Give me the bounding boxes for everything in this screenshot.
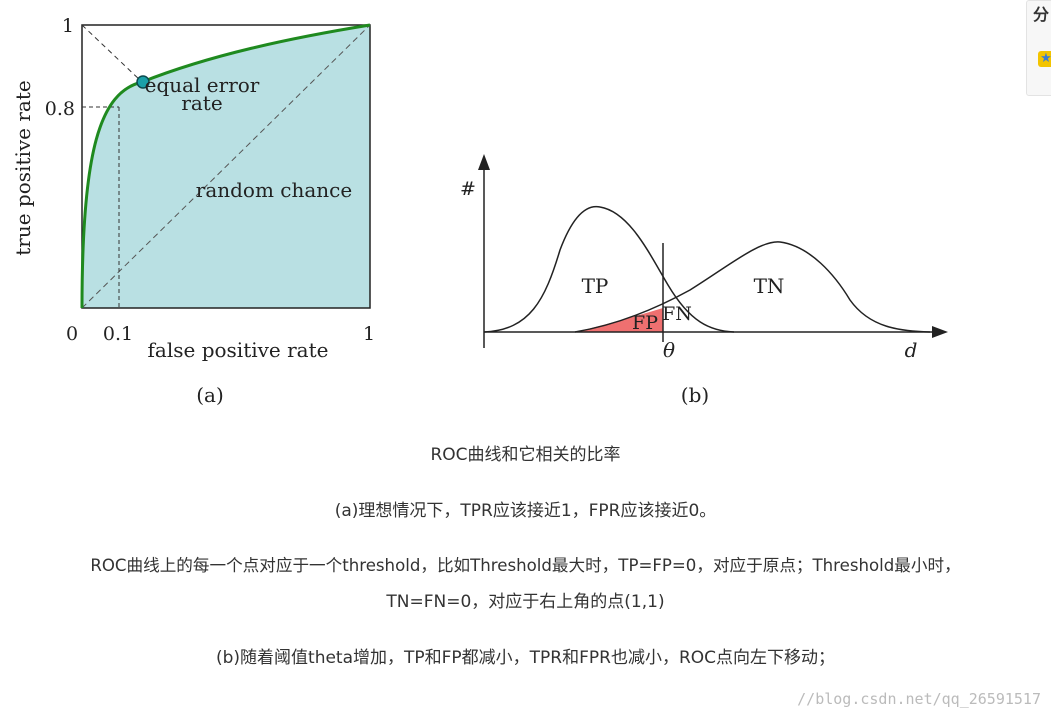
- figure-a-caption: (a): [196, 383, 224, 407]
- explanation-a: (a)理想情况下，TPR应该接近1，FPR应该接近0。: [334, 501, 717, 521]
- watermark: //blog.csdn.net/qq_26591517: [797, 690, 1041, 708]
- x-axis-label-b: d: [905, 338, 918, 362]
- equal-error-rate-point: [136, 75, 150, 89]
- threshold-label: θ: [663, 338, 675, 362]
- eer-label-line2: rate: [181, 91, 222, 115]
- eer-dashed-line: [81, 24, 143, 83]
- roc-title: ROC曲线和它相关的比率: [430, 445, 621, 465]
- share-panel[interactable]: 分 ★: [1026, 0, 1051, 96]
- figure-b-caption: (b): [681, 383, 709, 407]
- y-axis-label: true positive rate: [11, 80, 35, 255]
- tp-label: TP: [582, 274, 609, 298]
- roc-plot-a: 1 0.8 0 0.1 1 true positive rate false p…: [11, 15, 375, 407]
- random-chance-label: random chance: [196, 178, 352, 202]
- y-tick-0-8: 0.8: [45, 98, 75, 120]
- plot-frame: [81, 24, 371, 309]
- x-tick-0: 0: [66, 323, 78, 345]
- distribution-plot-b: # TP TN FP FN θ d (b): [460, 154, 948, 407]
- fn-label: FN: [662, 303, 692, 325]
- y-axis-label-b: #: [460, 178, 476, 200]
- roc-figure: 1 0.8 0 0.1 1 true positive rate false p…: [11, 15, 948, 407]
- x-tick-0-1: 0.1: [103, 323, 133, 345]
- fp-region: [575, 308, 663, 332]
- x-axis-label: false positive rate: [148, 338, 329, 362]
- eer-label-line1: equal error: [145, 73, 260, 97]
- random-chance-diagonal: [81, 24, 371, 309]
- star-icon[interactable]: ★: [1038, 51, 1051, 67]
- x-axis-arrowhead: [932, 326, 948, 338]
- tp-distribution-curve: [483, 205, 735, 333]
- x-tick-1: 1: [363, 323, 375, 345]
- explanation-roc-line1: ROC曲线上的每一个点对应于一个threshold，比如Threshold最大时…: [90, 556, 961, 575]
- explanation-roc-line2: TN=FN=0，对应于右上角的点(1,1): [386, 592, 665, 612]
- explanation-b: (b)随着阈值theta增加，TP和FP都减小，TPR和FPR也减小，ROC点向…: [215, 648, 836, 668]
- fp-label: FP: [632, 312, 658, 334]
- y-tick-1: 1: [62, 15, 74, 37]
- y-axis-arrowhead: [478, 154, 490, 170]
- tn-label: TN: [754, 274, 785, 298]
- tn-distribution-curve: [574, 241, 931, 333]
- share-label: 分: [1033, 5, 1050, 24]
